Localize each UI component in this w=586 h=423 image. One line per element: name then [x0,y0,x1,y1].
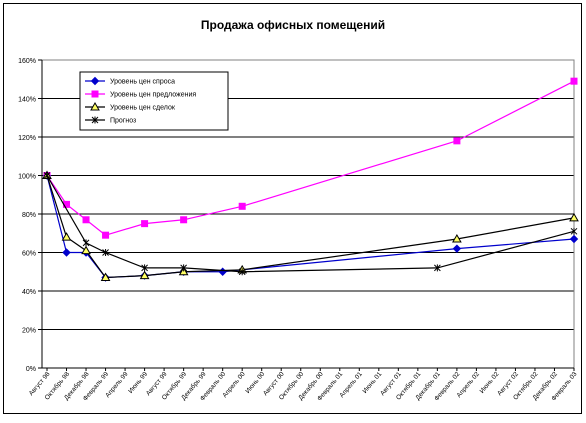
data-point [570,77,578,85]
chart-border [3,3,582,414]
data-point [453,137,461,145]
data-point [180,216,188,224]
legend-item: Уровень цен сделок [85,101,176,112]
data-point [102,249,109,256]
legend-label: Уровень цен сделок [110,105,176,112]
data-point [100,272,111,282]
y-tick-label: 40% [22,289,36,296]
data-point [91,116,99,124]
series-group [42,77,579,282]
data-point [452,234,462,243]
chart-title: Продажа офисных помещений [201,18,385,32]
data-point [452,244,462,253]
y-tick-label: 160% [18,58,36,65]
legend-label: Прогноз [110,118,136,125]
y-axis: 0% 20% 40% 60% 80% 100% 120% 140% 160% [18,58,43,373]
data-point [102,231,110,239]
series-line [46,175,575,273]
data-point [62,248,71,257]
legend-label: Уровень цен предложения [110,92,196,99]
data-point [82,239,90,247]
y-tick-label: 80% [22,212,36,219]
data-point [91,90,99,98]
data-point [141,264,148,272]
series-4 [43,172,578,276]
data-point [43,172,51,179]
legend: Уровень цен спроса Уровень цен предложени… [79,71,229,131]
data-point [180,264,187,272]
data-point [569,212,579,222]
legend-label: Уровень цен спроса [110,79,175,86]
y-tick-label: 60% [22,251,36,258]
data-point [434,264,441,272]
data-point [139,270,150,280]
data-point [570,227,578,235]
data-point [90,76,100,86]
y-tick-label: 0% [26,366,36,373]
data-point [569,234,579,244]
data-point [61,232,72,241]
legend-item: Уровень цен предложения [85,90,196,99]
data-point [238,268,246,276]
data-point [238,202,246,210]
y-tick-label: 100% [18,174,36,181]
data-point [141,220,149,228]
legend-item: Уровень цен спроса [85,76,175,86]
y-tick-label: 120% [18,135,36,142]
y-tick-label: 140% [18,97,36,104]
data-point [81,245,91,255]
data-point [82,216,90,224]
legend-item: Прогноз [85,116,136,125]
y-tick-label: 20% [22,328,36,335]
data-point [90,101,100,111]
